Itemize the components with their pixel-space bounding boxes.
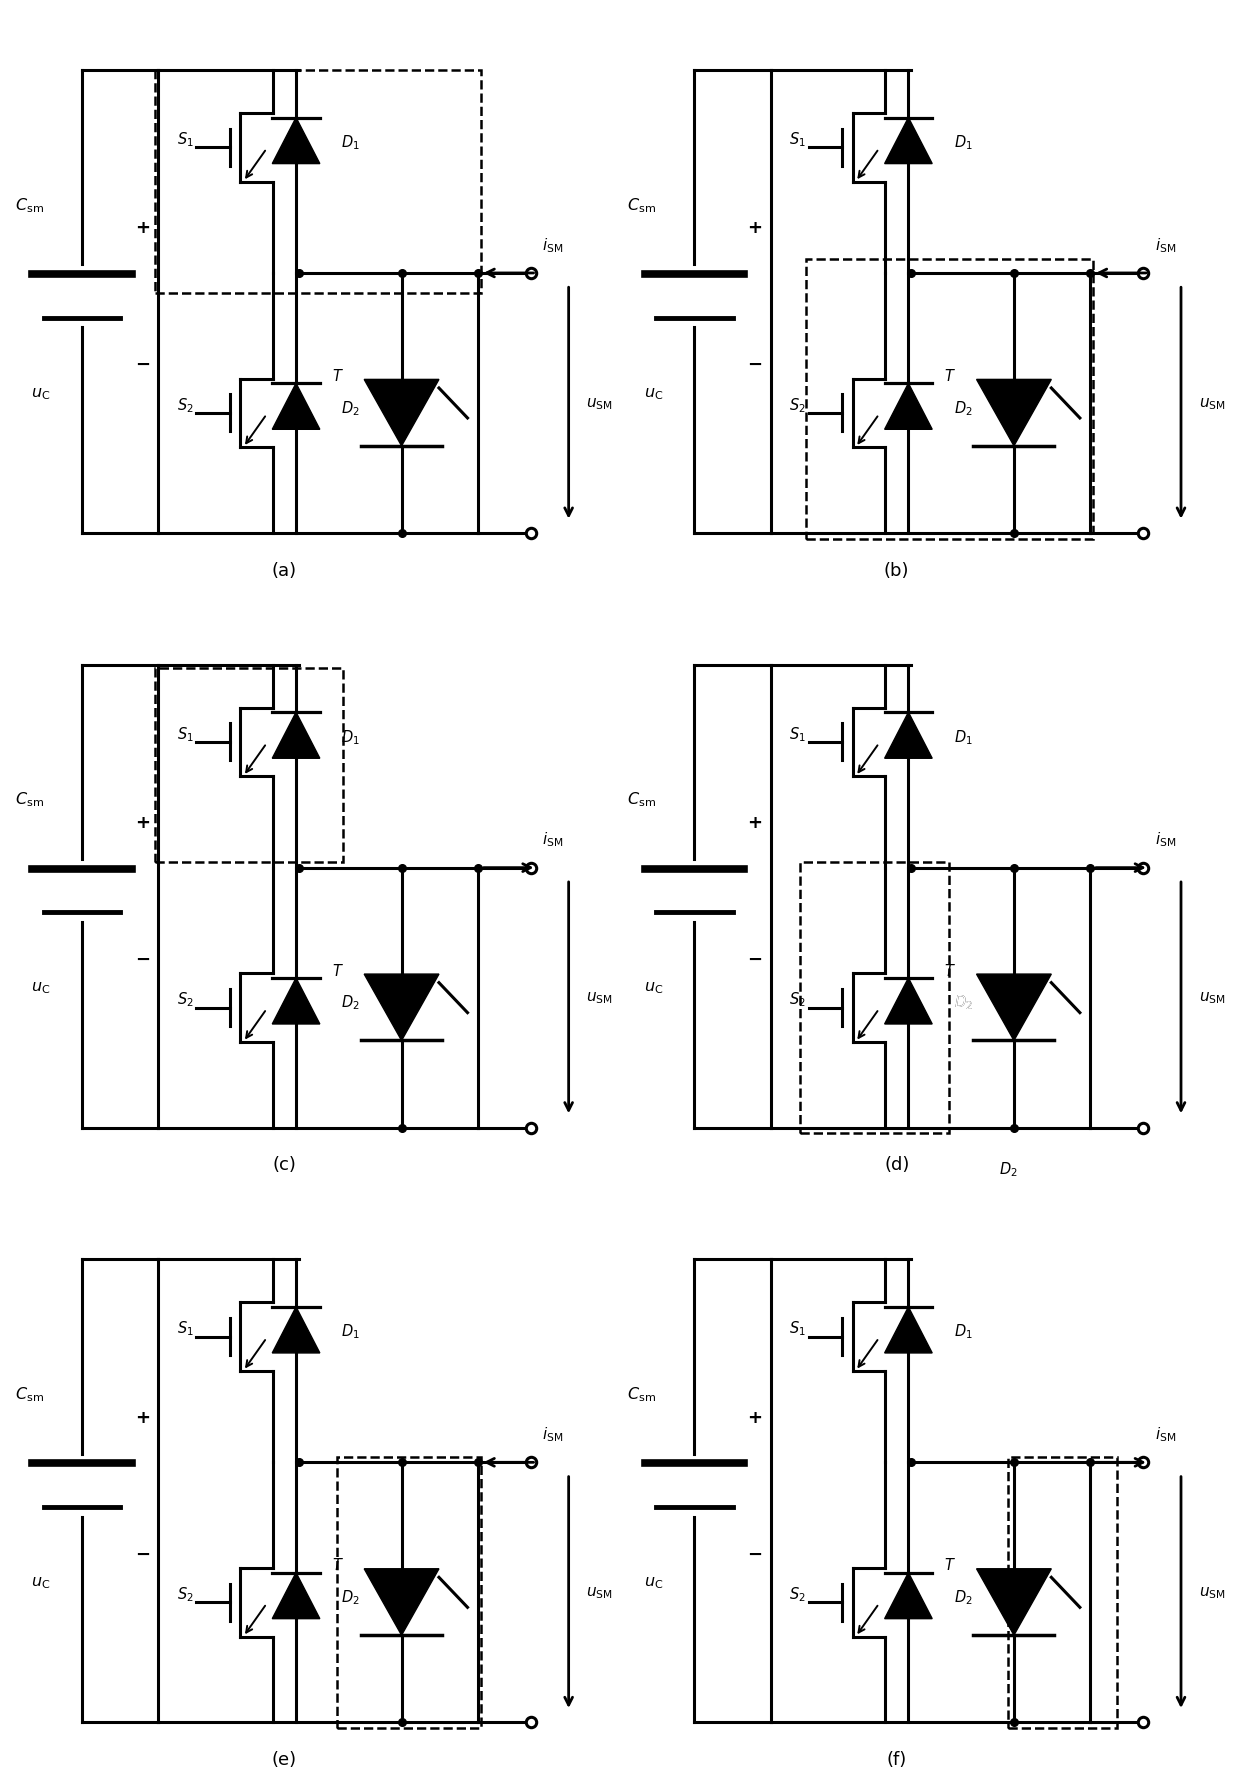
Polygon shape [365,1568,439,1636]
Polygon shape [977,380,1052,447]
Text: $S_1$: $S_1$ [789,130,806,150]
Text: $u_{\rm C}$: $u_{\rm C}$ [644,980,663,996]
Text: −: − [748,356,763,374]
Text: +: + [748,219,763,237]
Text: $u_{\rm SM}$: $u_{\rm SM}$ [1199,396,1225,412]
Text: $C_{\rm sm}$: $C_{\rm sm}$ [627,1385,656,1402]
Text: (d): (d) [884,1157,909,1174]
Text: +: + [748,813,763,832]
Polygon shape [884,118,932,164]
Text: $i_{\rm SM}$: $i_{\rm SM}$ [542,830,563,848]
Polygon shape [273,1574,320,1618]
Bar [155,71,481,294]
Text: $u_{\rm SM}$: $u_{\rm SM}$ [587,991,613,1005]
Text: $D_2$: $D_2$ [998,1160,1017,1178]
Text: +: + [135,219,150,237]
Text: $u_{\rm C}$: $u_{\rm C}$ [31,1575,51,1590]
Polygon shape [365,380,439,447]
Text: +: + [135,813,150,832]
Text: $T$: $T$ [332,962,343,978]
Text: (c): (c) [273,1157,296,1174]
Bar [800,862,950,1133]
Text: (e): (e) [272,1750,296,1768]
Text: $i_{\rm SM}$: $i_{\rm SM}$ [542,1424,563,1443]
Polygon shape [977,975,1052,1041]
Text: $S_2$: $S_2$ [177,396,193,415]
Bar [337,1458,481,1729]
Polygon shape [365,975,439,1041]
Bar [1008,1458,1116,1729]
Text: $u_{\rm C}$: $u_{\rm C}$ [31,980,51,996]
Text: $D_1$: $D_1$ [954,1322,972,1340]
Polygon shape [273,713,320,759]
Text: (a): (a) [272,561,296,579]
Text: $D_2$: $D_2$ [954,399,972,417]
Text: $T$: $T$ [944,1557,956,1572]
Text: $S_1$: $S_1$ [176,725,193,743]
Bar [155,668,343,862]
Text: $D_1$: $D_1$ [341,727,360,747]
Text: $T$: $T$ [944,367,956,383]
Text: $S_1$: $S_1$ [176,1319,193,1338]
Text: (f): (f) [887,1750,906,1768]
Text: $S_2$: $S_2$ [789,1584,806,1604]
Bar [806,260,1094,540]
Text: $u_{\rm SM}$: $u_{\rm SM}$ [1199,1584,1225,1600]
Text: +: + [748,1408,763,1426]
Polygon shape [884,713,932,759]
Text: $u_{\rm SM}$: $u_{\rm SM}$ [587,1584,613,1600]
Polygon shape [273,385,320,429]
Polygon shape [977,1568,1052,1636]
Text: −: − [135,1545,150,1563]
Text: (b): (b) [884,561,909,579]
Text: $C_{\rm sm}$: $C_{\rm sm}$ [15,789,43,809]
Text: $D_1$: $D_1$ [341,134,360,151]
Text: $S_2$: $S_2$ [177,991,193,1009]
Text: $S_1$: $S_1$ [789,1319,806,1338]
Text: −: − [135,950,150,969]
Text: $D_1$: $D_1$ [341,1322,360,1340]
Text: $D_1$: $D_1$ [954,727,972,747]
Text: $i_{\rm SM}$: $i_{\rm SM}$ [1154,1424,1176,1443]
Text: $D_2$: $D_2$ [954,993,972,1012]
Text: $u_{\rm SM}$: $u_{\rm SM}$ [1199,991,1225,1005]
Text: $i_{\rm SM}$: $i_{\rm SM}$ [1154,830,1176,848]
Text: $i_{\rm SM}$: $i_{\rm SM}$ [542,235,563,255]
Text: $C_{\rm sm}$: $C_{\rm sm}$ [627,196,656,214]
Text: −: − [135,356,150,374]
Text: $D_2$: $D_2$ [954,1588,972,1606]
Text: $S_1$: $S_1$ [789,725,806,743]
Text: $i_{\rm SM}$: $i_{\rm SM}$ [1154,235,1176,255]
Text: $D_2$: $D_2$ [341,993,360,1012]
Text: $u_{\rm C}$: $u_{\rm C}$ [644,1575,663,1590]
Text: $S_1$: $S_1$ [176,130,193,150]
Text: $S_2$: $S_2$ [789,396,806,415]
Text: $D_2$: $D_2$ [341,1588,360,1606]
Text: $C_{\rm sm}$: $C_{\rm sm}$ [15,1385,43,1402]
Text: $S_2$: $S_2$ [177,1584,193,1604]
Text: $u_{\rm C}$: $u_{\rm C}$ [644,387,663,401]
Polygon shape [884,978,932,1025]
Text: $S_2$: $S_2$ [789,991,806,1009]
Text: $T$: $T$ [944,962,956,978]
Text: $u_{\rm SM}$: $u_{\rm SM}$ [587,396,613,412]
Text: −: − [748,1545,763,1563]
Text: $T$: $T$ [332,367,343,383]
Text: $C_{\rm sm}$: $C_{\rm sm}$ [15,196,43,214]
Polygon shape [884,1308,932,1353]
Text: $D_2$: $D_2$ [341,399,360,417]
Polygon shape [884,385,932,429]
Text: $C_{\rm sm}$: $C_{\rm sm}$ [627,789,656,809]
Text: $T$: $T$ [332,1557,343,1572]
Text: +: + [135,1408,150,1426]
Polygon shape [273,978,320,1025]
Polygon shape [884,1574,932,1618]
Polygon shape [273,118,320,164]
Text: −: − [748,950,763,969]
Polygon shape [273,1308,320,1353]
Text: $u_{\rm C}$: $u_{\rm C}$ [31,387,51,401]
Text: $D_2$: $D_2$ [954,993,972,1012]
Text: $D_1$: $D_1$ [954,134,972,151]
